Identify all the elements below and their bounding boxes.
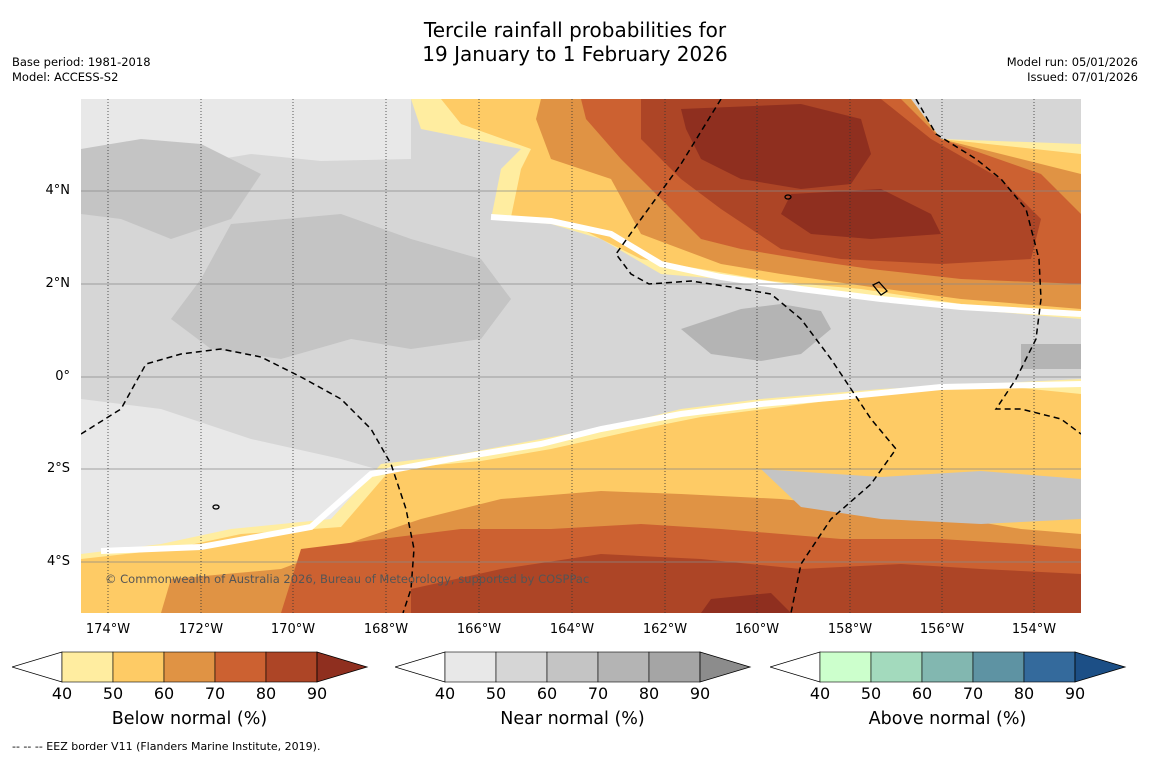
issued-date: Issued: 07/01/2026 (1027, 70, 1138, 84)
near-extend-low (395, 651, 446, 683)
lon-label-168w: 168°W (363, 622, 409, 637)
contour-white-south (100, 381, 1081, 554)
near-swatch-2 (495, 651, 548, 683)
meta-left: Base period: 1981-2018 Model: ACCESS-S2 (12, 55, 151, 85)
near-60-top (81, 139, 261, 239)
above-extend-low (770, 651, 821, 683)
tick-above-60: 60 (911, 684, 933, 703)
below-swatch-4 (214, 651, 267, 683)
above-swatch-4 (972, 651, 1025, 683)
lon-label-156w: 156°W (919, 622, 965, 637)
colorbar-below (12, 651, 369, 683)
meta-right: Model run: 05/01/2026 Issued: 07/01/2026 (1007, 55, 1138, 85)
tick-below-90: 90 (306, 684, 328, 703)
lat-label-4n: 4°N (45, 183, 71, 198)
colorbar-near-title: Near normal (%) (500, 709, 645, 729)
tick-below-80: 80 (255, 684, 277, 703)
near-60-mid (171, 214, 511, 359)
tick-below-50: 50 (102, 684, 124, 703)
above-swatch-5 (1023, 651, 1076, 683)
lon-label-162w: 162°W (642, 622, 688, 637)
contour-white (490, 214, 1081, 317)
tick-above-80: 80 (1013, 684, 1035, 703)
title-line-1: Tercile rainfall probabilities for (423, 18, 727, 42)
eez-borders (81, 99, 1081, 613)
colorbar-below-title: Below normal (%) (111, 709, 268, 729)
tick-above-70: 70 (962, 684, 984, 703)
colorbar-above-title: Above normal (%) (868, 709, 1027, 729)
below-90-north (681, 104, 941, 239)
model-name: Model: ACCESS-S2 (12, 70, 119, 84)
island-outlines (212, 194, 888, 510)
ticks-below: 40 50 60 70 80 90 (42, 684, 342, 706)
model-run: Model run: 05/01/2026 (1006, 55, 1138, 69)
above-swatch-3 (921, 651, 974, 683)
chart-title: Tercile rainfall probabilities for 19 Ja… (0, 18, 1150, 66)
tick-near-80: 80 (638, 684, 660, 703)
above-extend-high (1074, 651, 1127, 683)
map-copyright: © Commonwealth of Australia 2026, Bureau… (105, 572, 589, 586)
lat-label-2s: 2°S (46, 461, 70, 476)
below-swatch-5 (265, 651, 318, 683)
below-80-south (411, 554, 1081, 613)
eez-legend-note: -- -- -- EEZ border V11 (Flanders Marine… (12, 740, 321, 753)
lon-label-166w: 166°W (456, 622, 502, 637)
tick-below-70: 70 (204, 684, 226, 703)
tick-near-60: 60 (536, 684, 558, 703)
near-70-east (681, 304, 831, 361)
near-swatch-5 (648, 651, 701, 683)
near-swatch-1 (444, 651, 497, 683)
tick-below-40: 40 (51, 684, 73, 703)
lon-label-174w: 174°W (85, 622, 131, 637)
lat-label-0: 0° (55, 369, 70, 384)
tick-near-50: 50 (485, 684, 507, 703)
lon-label-160w: 160°W (734, 622, 780, 637)
above-swatch-1 (819, 651, 872, 683)
near-extend-high (699, 651, 752, 683)
tick-above-50: 50 (860, 684, 882, 703)
ticks-near: 40 50 60 70 80 90 (425, 684, 725, 706)
below-extend-low (12, 651, 63, 683)
tick-near-40: 40 (434, 684, 456, 703)
below-extend-high (316, 651, 369, 683)
map-panel[interactable]: © Commonwealth of Australia 2026, Bureau… (81, 99, 1081, 613)
title-line-2: 19 January to 1 February 2026 (422, 42, 728, 66)
near-swatch-3 (546, 651, 599, 683)
colorbar-above (770, 651, 1127, 683)
near-swatch-4 (597, 651, 650, 683)
tick-above-90: 90 (1064, 684, 1086, 703)
below-swatch-1 (61, 651, 114, 683)
lon-label-170w: 170°W (270, 622, 316, 637)
below-swatch-3 (163, 651, 216, 683)
near-60-east-band (761, 469, 1081, 524)
lon-label-172w: 172°W (178, 622, 224, 637)
ticks-above: 40 50 60 70 80 90 (800, 684, 1100, 706)
base-period: Base period: 1981-2018 (12, 55, 151, 69)
below-90-south (701, 593, 791, 613)
lat-label-4s: 4°S (46, 554, 70, 569)
lon-label-154w: 154°W (1011, 622, 1057, 637)
tick-near-70: 70 (587, 684, 609, 703)
tick-near-90: 90 (689, 684, 711, 703)
tick-above-40: 40 (809, 684, 831, 703)
lat-label-2n: 2°N (45, 276, 71, 291)
lon-label-164w: 164°W (549, 622, 595, 637)
lon-label-158w: 158°W (827, 622, 873, 637)
tick-below-60: 60 (153, 684, 175, 703)
below-swatch-2 (112, 651, 165, 683)
lat-gridlines (81, 190, 1081, 563)
colorbar-near (395, 651, 752, 683)
near-70-east-strip (1021, 344, 1081, 369)
above-swatch-2 (870, 651, 923, 683)
